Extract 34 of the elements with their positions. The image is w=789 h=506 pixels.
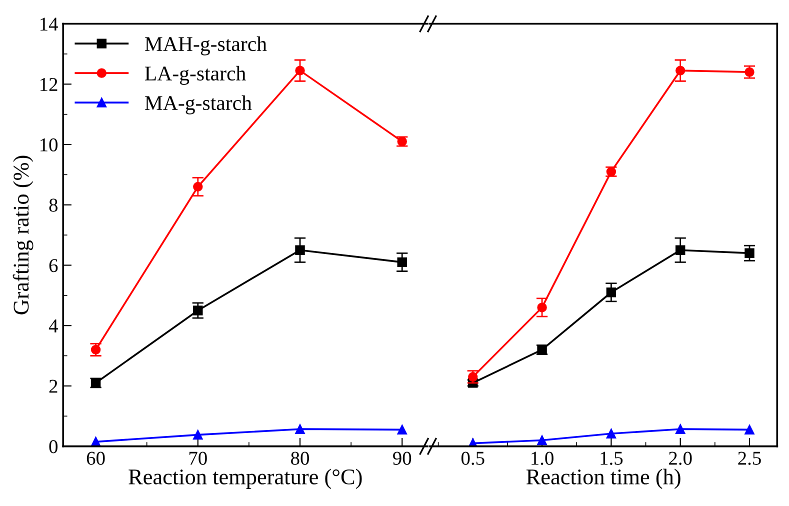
x-tick-label: 0.5 xyxy=(461,452,484,465)
point xyxy=(193,306,203,316)
y-tick-label: 10 xyxy=(40,138,58,152)
point xyxy=(744,248,754,258)
y-tick-label: 2 xyxy=(49,380,58,393)
legend-label: MAH-g-starch xyxy=(144,36,267,56)
x-tick-label: 1.0 xyxy=(532,452,554,465)
y-tick-label: 8 xyxy=(49,198,58,212)
y-tick-label: 4 xyxy=(48,320,58,332)
point xyxy=(193,430,203,440)
x-tick-label: 60 xyxy=(86,452,105,465)
legend-label: LA-g-starch xyxy=(144,66,246,85)
y-tick-label: 14 xyxy=(40,18,58,31)
point xyxy=(744,424,754,435)
x-tick-label: 1.5 xyxy=(600,452,623,465)
point xyxy=(606,428,616,438)
x-tick-label: 2.5 xyxy=(738,452,761,465)
x-tick-label: 80 xyxy=(291,452,309,465)
y-tick-label: 6 xyxy=(49,259,58,272)
x-tick-label: 2.0 xyxy=(669,452,692,465)
x-axis-title: Reaction temperature (°C) xyxy=(128,468,362,489)
point xyxy=(90,436,101,446)
y-tick-label: 12 xyxy=(40,78,58,91)
legend-label: MA-g-starch xyxy=(144,95,252,114)
point xyxy=(295,424,305,434)
point xyxy=(675,424,686,434)
point xyxy=(295,245,305,255)
x-tick-label: 90 xyxy=(393,452,412,465)
y-tick-label: 0 xyxy=(49,440,58,454)
y-axis-title: Grafting ratio (%) xyxy=(12,156,34,314)
x-tick-label: 70 xyxy=(189,452,207,465)
point xyxy=(397,424,407,435)
point xyxy=(537,435,547,446)
x-axis-title: Reaction time (h) xyxy=(526,468,680,489)
